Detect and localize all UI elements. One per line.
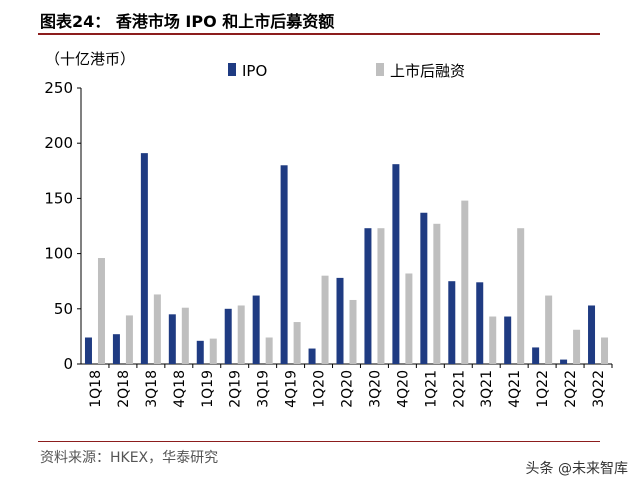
bar-secondary-1Q21: [433, 223, 441, 364]
y-axis-unit-label: （十亿港币）: [45, 50, 135, 68]
y-tick-label: 0: [63, 355, 73, 373]
bar-secondary-2Q21: [461, 200, 469, 364]
bar-secondary-3Q21: [489, 316, 497, 364]
chart-title: 图表24： 香港市场 IPO 和上市后募资额: [40, 12, 335, 31]
x-tick-label: 1Q20: [312, 370, 328, 408]
bar-secondary-1Q20: [321, 275, 329, 364]
bar-ipo-1Q22: [532, 347, 540, 364]
bar-secondary-2Q20: [349, 299, 357, 364]
x-tick-label: 4Q18: [172, 370, 188, 408]
y-tick-label: 150: [44, 189, 73, 207]
bar-ipo-3Q22: [588, 305, 596, 364]
x-tick-label: 2Q21: [451, 370, 467, 408]
legend-swatch-secondary: [376, 63, 384, 76]
title-area: 图表24： 香港市场 IPO 和上市后募资额: [0, 0, 640, 40]
y-tick-label: 200: [44, 134, 73, 152]
x-tick-label: 1Q18: [88, 370, 104, 408]
bar-ipo-1Q18: [84, 337, 92, 364]
x-tick-label: 2Q22: [563, 370, 579, 408]
x-tick-label: 3Q18: [144, 370, 160, 408]
y-tick-label: 250: [44, 79, 73, 97]
x-tick-label: 2Q20: [340, 370, 356, 408]
bar-ipo-4Q19: [280, 165, 288, 364]
x-tick-label: 2Q18: [116, 370, 132, 408]
bar-secondary-4Q20: [405, 273, 413, 364]
bar-secondary-4Q18: [181, 307, 189, 364]
x-tick-label: 4Q21: [507, 370, 523, 408]
axes: 0 50 100 150 200 250: [44, 79, 613, 373]
bar-ipo-3Q18: [140, 153, 148, 364]
legend-swatch-ipo: [228, 63, 236, 76]
bar-secondary-3Q19: [265, 337, 273, 364]
bar-ipo-2Q21: [448, 281, 456, 364]
bar-ipo-2Q18: [112, 334, 120, 364]
x-tick-label: 3Q21: [479, 370, 495, 408]
bar-ipo-3Q20: [364, 228, 372, 364]
bar-secondary-3Q20: [377, 228, 385, 364]
bar-ipo-3Q19: [252, 295, 260, 364]
source-note: 资料来源：HKEX，华泰研究: [40, 450, 219, 466]
x-tick-label: 3Q20: [367, 370, 383, 408]
x-axis-labels: 1Q18 2Q18 3Q18 4Q18 1Q19 2Q19 3Q19 4Q19 1Q20 2Q20…: [88, 370, 607, 408]
bar-secondary-2Q22: [573, 329, 581, 364]
bar-ipo-4Q18: [168, 314, 176, 364]
x-tick-label: 1Q21: [423, 370, 439, 408]
bar-secondary-1Q18: [97, 258, 105, 364]
bar-ipo-3Q21: [476, 282, 484, 364]
bar-secondary-2Q18: [125, 315, 133, 364]
bars: [84, 153, 609, 364]
y-tick-label: 100: [44, 245, 73, 263]
x-tick-label: 1Q19: [200, 370, 216, 408]
source-divider: [38, 441, 600, 442]
x-tick-label: 4Q20: [395, 370, 411, 408]
bar-ipo-2Q22: [560, 359, 568, 364]
bar-secondary-3Q18: [153, 294, 161, 364]
bar-ipo-1Q19: [196, 340, 204, 364]
legend-label-ipo: IPO: [242, 62, 267, 80]
bar-ipo-1Q20: [308, 348, 316, 364]
x-tick-label: 3Q22: [591, 370, 607, 408]
legend-label-secondary: 上市后融资: [390, 62, 465, 80]
bar-ipo-2Q19: [224, 308, 232, 364]
watermark: 头条 @未来智库: [525, 461, 628, 477]
x-tick-label: 3Q19: [256, 370, 272, 408]
x-tick-label: 1Q22: [535, 370, 551, 408]
bar-ipo-4Q21: [504, 316, 512, 364]
bar-secondary-4Q21: [517, 228, 525, 364]
x-tick-label: 4Q19: [284, 370, 300, 408]
bar-secondary-1Q19: [209, 338, 217, 364]
y-tick-label: 50: [54, 300, 73, 318]
bar-chart: （十亿港币） IPO 上市后融资 0 50 100 150 200 250 1Q18 2Q1…: [44, 50, 613, 408]
bar-secondary-1Q22: [545, 295, 553, 364]
bar-secondary-4Q19: [293, 322, 301, 364]
bar-ipo-4Q20: [392, 164, 400, 364]
bar-ipo-2Q20: [336, 277, 344, 364]
bar-secondary-2Q19: [237, 305, 245, 364]
bar-ipo-1Q21: [420, 212, 428, 364]
title-divider: [38, 33, 600, 35]
x-tick-label: 2Q19: [228, 370, 244, 408]
bar-secondary-3Q22: [601, 337, 609, 364]
